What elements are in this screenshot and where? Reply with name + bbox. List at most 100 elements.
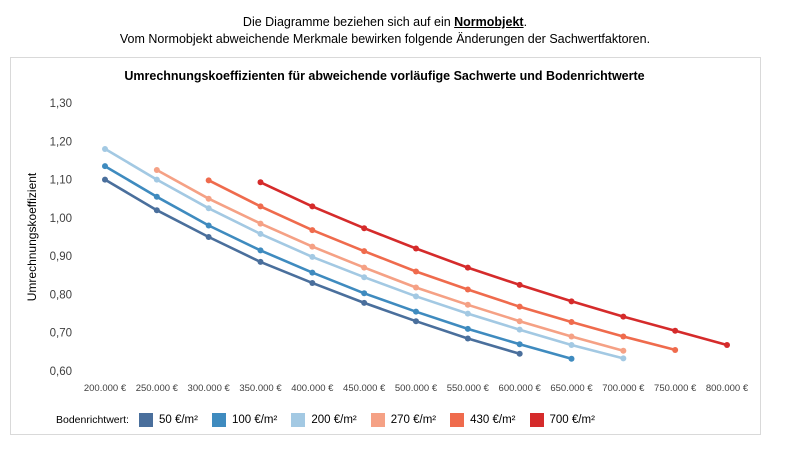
data-point (257, 179, 264, 186)
y-tick-label: 1,10 (50, 175, 72, 187)
data-point (361, 264, 368, 271)
series-line (207, 179, 677, 352)
data-point (102, 163, 108, 170)
data-point (568, 318, 575, 325)
y-tick-label: 0,80 (50, 289, 72, 301)
data-point (516, 326, 523, 333)
data-point (672, 327, 679, 334)
data-point (102, 176, 108, 183)
legend-swatch (450, 413, 465, 427)
x-tick-label: 550.000 € (447, 383, 490, 394)
data-point (257, 230, 264, 237)
intro-line-2: Vom Normobjekt abweichende Merkmale bewi… (119, 32, 651, 46)
legend-item: 50 €/m² (138, 413, 198, 427)
legend-entry-label: 700 €/m² (549, 414, 595, 426)
legend-label: Bodenrichtwert: (56, 414, 129, 426)
x-tick-label: 350.000 € (239, 383, 282, 394)
data-point (516, 350, 523, 357)
data-point (205, 222, 212, 229)
data-point (153, 176, 160, 183)
data-point (309, 203, 316, 210)
data-point (464, 301, 471, 308)
data-point (257, 220, 264, 227)
legend-entry-label: 430 €/m² (470, 414, 516, 426)
x-tick-label: 500.000 € (395, 383, 438, 394)
data-point (309, 269, 316, 276)
data-point (464, 286, 471, 293)
series-line (259, 181, 729, 347)
data-point (361, 299, 368, 306)
legend-item: 100 €/m² (211, 413, 277, 427)
data-point (361, 290, 368, 297)
data-point (309, 253, 316, 260)
data-point (620, 347, 627, 354)
legend-swatch (370, 413, 385, 427)
x-tick-label: 200.000 € (84, 383, 127, 394)
data-point (568, 355, 575, 362)
data-point (257, 258, 264, 265)
y-tick-label: 0,70 (50, 328, 72, 340)
data-point (413, 293, 419, 300)
data-point (516, 303, 523, 310)
data-point (205, 205, 212, 212)
x-tick-label: 250.000 € (136, 383, 179, 394)
data-point (464, 310, 471, 317)
x-tick-label: 750.000 € (654, 383, 697, 394)
intro-line-1: Die Diagramme beziehen sich auf ein Norm… (0, 14, 770, 31)
legend-swatch (529, 413, 544, 427)
data-point (309, 227, 316, 234)
x-tick-label: 700.000 € (602, 383, 645, 394)
data-point (102, 145, 108, 152)
data-point (205, 177, 212, 184)
legend-swatch (211, 413, 226, 427)
legend-entry-label: 50 €/m² (158, 414, 198, 426)
data-point (257, 247, 264, 254)
data-point (153, 167, 160, 173)
x-tick-label: 300.000 € (188, 383, 231, 394)
legend-entry-label: 200 €/m² (311, 414, 357, 426)
y-tick-label: 1,30 (50, 98, 72, 110)
data-point (361, 274, 368, 281)
chart-legend: Bodenrichtwert: 50 €/m² 100 €/m² 200 €/m² 2… (56, 410, 609, 430)
y-tick-label: 0,60 (50, 366, 72, 378)
data-point (620, 313, 627, 320)
intro-line-1-after: . (523, 15, 528, 29)
data-point (464, 335, 471, 342)
data-point (516, 281, 523, 288)
legend-entry-label: 270 €/m² (390, 414, 437, 426)
y-axis-label: Umrechnungskoeffizient (25, 172, 39, 301)
data-point (153, 207, 160, 214)
data-point (724, 341, 730, 348)
data-point (568, 333, 575, 340)
data-point (568, 298, 575, 305)
chart-panel (10, 57, 761, 435)
data-point (309, 243, 316, 250)
data-point (153, 193, 160, 200)
legend-item: 200 €/m² (291, 413, 357, 427)
legend-item: 430 €/m² (450, 413, 516, 427)
legend-item: 700 €/m² (529, 413, 595, 427)
data-point (620, 333, 627, 340)
data-point (413, 284, 419, 291)
data-point (464, 264, 471, 271)
data-point (257, 203, 264, 210)
x-tick-label: 450.000 € (343, 383, 386, 394)
data-point (309, 279, 316, 286)
data-point (568, 341, 575, 348)
x-tick-label: 800.000 € (706, 383, 749, 394)
data-point (413, 308, 419, 315)
data-point (361, 248, 368, 255)
series-line (155, 168, 625, 353)
data-point (516, 318, 523, 325)
legend-item: 270 €/m² (370, 413, 437, 427)
data-point (205, 234, 212, 240)
data-point (413, 318, 419, 325)
legend-swatch (138, 413, 153, 427)
series-line (103, 164, 573, 361)
data-point (413, 245, 419, 252)
data-point (464, 325, 471, 332)
data-point (516, 341, 523, 348)
y-tick-label: 1,00 (50, 213, 72, 225)
x-tick-label: 650.000 € (550, 383, 593, 394)
